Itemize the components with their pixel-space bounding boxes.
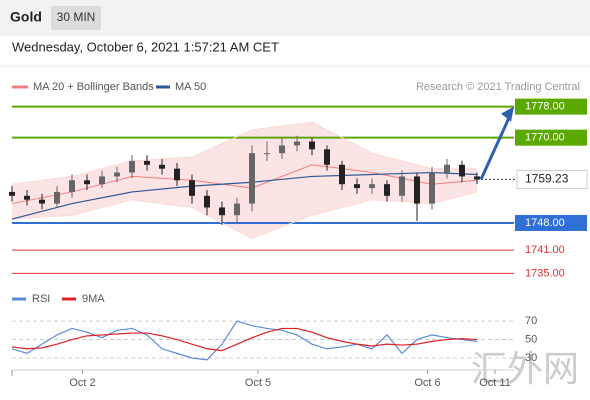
candle-body [144,160,150,165]
band-fill [12,122,477,239]
legend-label: MA 50 [175,81,206,93]
x-tick-label: Oct 6 [414,377,440,389]
candle-body [309,141,315,150]
legend-label: 9MA [82,293,105,305]
level-box [515,129,587,146]
band-upper [11,121,477,185]
candle-body [204,195,210,208]
level-label: 1735.00 [525,267,565,279]
rsi-line [11,327,478,352]
interval[interactable]: 30 MIN [57,10,96,24]
candle-body [384,184,390,196]
candle-body [459,164,465,177]
candle-body [54,191,60,204]
candle-body [219,207,225,216]
candle-body [9,191,15,196]
candle-body [444,164,450,173]
candle-body [249,153,255,204]
projection-arrow [479,115,512,181]
level-label: 1741.00 [525,244,565,256]
candle-body [174,168,180,181]
last-price-label: 1759.23 [525,172,569,186]
band-lower [11,191,478,240]
level-label: 1748.00 [525,217,565,229]
timestamp: Wednesday, October 6, 2021 1:57:21 AM CE… [12,39,279,54]
candle-body [279,145,285,154]
legend-label: MA 20 + Bollinger Bands [33,81,154,93]
level-box [515,98,587,115]
x-tick-label: Oct 5 [245,377,271,389]
candle-body [234,203,240,216]
candle-body [129,160,135,173]
candle-body [24,195,30,200]
candle-body [474,176,480,180]
candle-body [189,180,195,196]
candle-body [354,184,360,189]
candle-body [339,164,345,185]
candle-body [114,172,120,177]
last-price-box [516,169,588,189]
candle-body [99,176,105,185]
projection-arrowhead [501,106,514,122]
legend-label: RSI [32,293,50,305]
x-tick-label: Oct 11 [479,377,511,389]
candle-body [414,176,420,204]
y-tick-label: 50 [525,333,537,345]
candle-body [84,180,90,185]
candle-body [399,176,405,196]
candle-body [324,149,330,165]
candle-body [264,153,270,155]
rsi-line [11,320,478,361]
candle-body [369,184,375,189]
candle-body [429,172,435,204]
y-tick-label: 70 [525,315,537,327]
level-label: 1778.00 [525,101,565,113]
x-tick-label: Oct 2 [69,377,95,389]
level-label: 1770.00 [525,132,565,144]
level-box [515,214,587,231]
candle-body [39,199,45,204]
interval-button[interactable] [51,6,101,30]
candle-body [159,164,165,169]
y-tick-label: 30 [525,352,537,364]
candle-body [69,180,75,192]
candle-body [294,141,300,146]
symbol: Gold [10,9,42,25]
credit: Research © 2021 Trading Central [416,81,580,93]
